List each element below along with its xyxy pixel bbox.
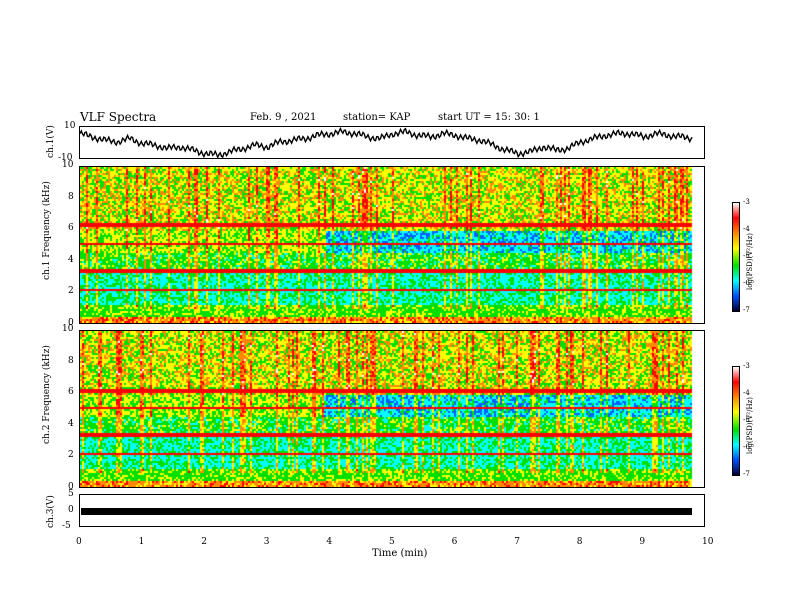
colorbar-tick: -3 <box>743 198 750 206</box>
colorbar-tick: -5 <box>743 416 750 424</box>
xtick-label: 1 <box>138 537 145 547</box>
xtick-label: 8 <box>576 537 583 547</box>
xtick-label: 6 <box>451 537 458 547</box>
xtick-label: 9 <box>639 537 646 547</box>
ch3-ytick-bottom: -5 <box>62 521 71 531</box>
ytick-label: 10 <box>62 160 74 170</box>
ch1-spec-ylabel-text: ch.1 Frequency (kHz) <box>42 181 52 280</box>
colorbar-tick: -6 <box>743 443 750 451</box>
xtick-label: 0 <box>76 537 82 547</box>
station-label: station= KAP <box>343 112 411 123</box>
ytick-label: 8 <box>68 355 74 366</box>
colorbar-tick: -4 <box>743 225 750 233</box>
ch2-spectrogram-canvas <box>80 331 704 487</box>
xtick-label: 5 <box>389 537 395 547</box>
ch3-ytick-mid: 0 <box>68 505 74 515</box>
ch3-waveform-svg <box>81 508 692 515</box>
ytick-label: 10 <box>62 324 74 334</box>
ch1-waveform-svg <box>80 127 693 158</box>
ch1-colorbar <box>732 202 740 312</box>
ch1-spectrogram-canvas <box>80 167 704 323</box>
xtick-label: 3 <box>263 537 270 547</box>
ch3-ytick-top: 5 <box>68 489 74 499</box>
ch3-ylabel: ch.3(V) <box>46 495 56 528</box>
ch1-waveform-panel <box>79 126 705 159</box>
ch2-spec-ylabel-text: ch.2 Frequency (kHz) <box>42 345 52 444</box>
colorbar-tick: -5 <box>743 252 750 260</box>
colorbar-tick: -7 <box>743 470 750 478</box>
ch2-colorbar-label: log(PSD)(V²/Hz) <box>746 397 754 454</box>
ch1-spectrogram-panel <box>79 166 705 324</box>
xtick-label: 4 <box>326 537 333 547</box>
ytick-label: 2 <box>68 286 74 297</box>
date-label: Feb. 9 , 2021 <box>250 112 317 123</box>
xtick-label: 10 <box>702 537 714 547</box>
ch2-spectrogram-panel <box>79 330 705 488</box>
ytick-label: 2 <box>68 450 74 461</box>
ch1-ylabel: ch.1(V) <box>46 125 56 158</box>
ch3-waveform-panel <box>79 494 705 527</box>
colorbar-tick: -4 <box>743 389 750 397</box>
chart-title: VLF Spectra <box>80 110 157 124</box>
ytick-label: 6 <box>68 387 74 398</box>
colorbar-tick: -3 <box>743 362 750 370</box>
colorbar-tick: -7 <box>743 306 750 314</box>
ytick-label: 8 <box>68 191 74 202</box>
start-time-label: start UT = 15: 30: 1 <box>438 112 540 123</box>
ch1-ytick-bottom: -10 <box>58 153 73 163</box>
x-axis-label: Time (min) <box>372 548 428 559</box>
ytick-label: 0 <box>68 482 74 492</box>
xtick-label: 7 <box>514 537 520 547</box>
ch1-colorbar-label: log(PSD)(V²/Hz) <box>746 233 754 290</box>
colorbar-tick: -6 <box>743 279 750 287</box>
ytick-label: 4 <box>68 418 74 429</box>
ch1-ytick-top: 10 <box>64 121 76 131</box>
ch3-series-band <box>81 508 692 515</box>
ytick-label: 4 <box>68 254 74 265</box>
ytick-label: 0 <box>68 318 74 328</box>
ch2-colorbar <box>732 366 740 476</box>
xtick-label: 2 <box>201 537 207 547</box>
ytick-label: 6 <box>68 223 74 234</box>
ch1-series-line <box>80 127 693 158</box>
